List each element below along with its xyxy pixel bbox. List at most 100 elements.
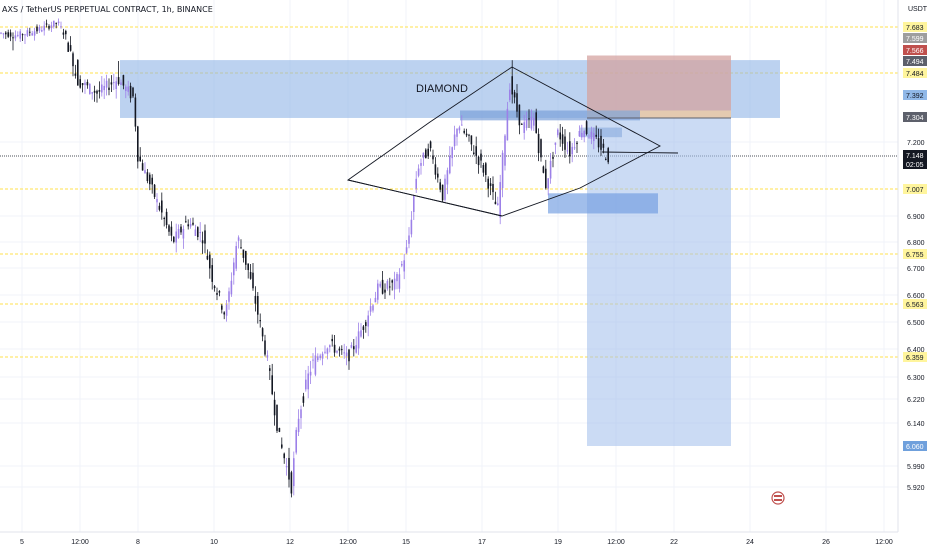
candle-body xyxy=(259,320,261,322)
price-tick-label: 6.140 xyxy=(907,421,925,428)
candle-body xyxy=(331,338,333,342)
candle-body xyxy=(29,31,31,33)
candle-body xyxy=(432,155,434,160)
candle-body xyxy=(156,199,158,203)
candle-body xyxy=(161,200,163,213)
candle-body xyxy=(497,203,499,206)
candle-body xyxy=(53,20,55,27)
candle-body xyxy=(386,280,389,289)
candle-body xyxy=(33,31,36,36)
candle-body xyxy=(158,205,161,210)
candle-body xyxy=(521,123,523,125)
price-badge[interactable] xyxy=(903,22,927,32)
price-badge[interactable] xyxy=(903,441,927,451)
candle-body xyxy=(201,240,204,244)
currency-label: USDT xyxy=(908,6,928,13)
candle-body xyxy=(446,170,449,185)
candle-body xyxy=(2,33,5,35)
demand-zone xyxy=(548,193,658,214)
candle-body xyxy=(516,93,518,112)
time-tick-label: 12:00 xyxy=(71,539,89,546)
icon-bar xyxy=(774,499,782,501)
candle-body xyxy=(597,138,600,148)
candle-body xyxy=(321,353,324,359)
zones-layer xyxy=(120,55,780,446)
candle-body xyxy=(103,85,105,91)
price-tick-label: 6.300 xyxy=(907,375,925,382)
candle-body xyxy=(336,350,338,353)
price-badge-label: 6.060 xyxy=(906,444,924,451)
candle-body xyxy=(117,77,120,85)
time-tick-label: 15 xyxy=(402,539,410,546)
candle-body xyxy=(581,132,583,138)
candle-body xyxy=(317,356,319,361)
candle-body xyxy=(607,148,609,163)
candle-body xyxy=(312,359,314,361)
candle-body xyxy=(43,25,45,31)
price-badge[interactable] xyxy=(903,68,927,78)
candle-body xyxy=(113,82,115,84)
candle-body xyxy=(585,121,588,135)
candle-body xyxy=(137,126,139,162)
price-badge[interactable] xyxy=(903,56,927,66)
time-axis[interactable]: 5 12:00 8 10 12 12:00 15 17 19 12:00 22 24 26 12:00 xyxy=(0,531,932,550)
candle-body xyxy=(60,26,62,28)
candle-body xyxy=(357,331,360,349)
candle-body xyxy=(48,25,50,29)
price-tick-label: 6.700 xyxy=(907,266,925,273)
candle-body xyxy=(523,122,525,133)
price-badge[interactable] xyxy=(903,33,927,43)
candle-body xyxy=(379,283,381,287)
candle-body xyxy=(329,345,331,348)
candle-body xyxy=(218,291,221,293)
candle-body xyxy=(314,355,317,375)
price-badge[interactable] xyxy=(903,352,927,362)
candle-body xyxy=(189,224,192,227)
price-badge[interactable] xyxy=(903,90,927,100)
price-tick-label: 7.200 xyxy=(907,140,925,147)
candle-body xyxy=(151,177,153,185)
candle-body xyxy=(554,142,557,145)
candle-body xyxy=(221,305,223,310)
price-badge[interactable] xyxy=(903,249,927,259)
price-tick-label: 5.990 xyxy=(907,464,925,471)
candle-body xyxy=(233,262,235,276)
candle-body xyxy=(199,232,201,234)
current-price-badge[interactable] xyxy=(903,150,927,169)
price-badge[interactable] xyxy=(903,112,927,122)
price-axis[interactable]: USDT7.2006.9006.8006.7006.6006.5006.4006… xyxy=(897,0,932,532)
candle-body xyxy=(21,34,24,36)
candle-body xyxy=(170,226,173,236)
diamond-edge xyxy=(347,179,503,217)
candle-body xyxy=(9,32,12,37)
time-tick-label: 26 xyxy=(822,539,830,546)
candle-body xyxy=(588,137,590,139)
candle-body xyxy=(509,89,511,101)
candle-body xyxy=(242,249,245,258)
candle-body xyxy=(122,75,125,86)
entry-zone xyxy=(587,110,731,118)
candle-body xyxy=(425,149,427,159)
candle-body xyxy=(249,272,252,279)
candle-body xyxy=(600,135,602,150)
candle-body xyxy=(79,79,81,88)
candle-body xyxy=(441,184,444,201)
candle-body xyxy=(230,280,233,295)
candle-body xyxy=(372,305,374,311)
candle-body xyxy=(14,35,17,39)
candle-body xyxy=(557,129,559,136)
stop-loss-zone xyxy=(587,55,731,111)
diamond-breakout-line xyxy=(601,151,679,154)
time-tick-label: 10 xyxy=(210,539,218,546)
candle-body xyxy=(540,139,542,158)
candle-body xyxy=(552,156,554,159)
tradingview-flag-icon[interactable] xyxy=(771,491,785,505)
price-badge[interactable] xyxy=(903,184,927,194)
price-badge[interactable] xyxy=(903,299,927,309)
candle-body xyxy=(216,292,218,295)
price-badge-label: 7.494 xyxy=(906,59,924,66)
price-badge[interactable] xyxy=(903,45,927,55)
candle-body xyxy=(377,283,379,300)
